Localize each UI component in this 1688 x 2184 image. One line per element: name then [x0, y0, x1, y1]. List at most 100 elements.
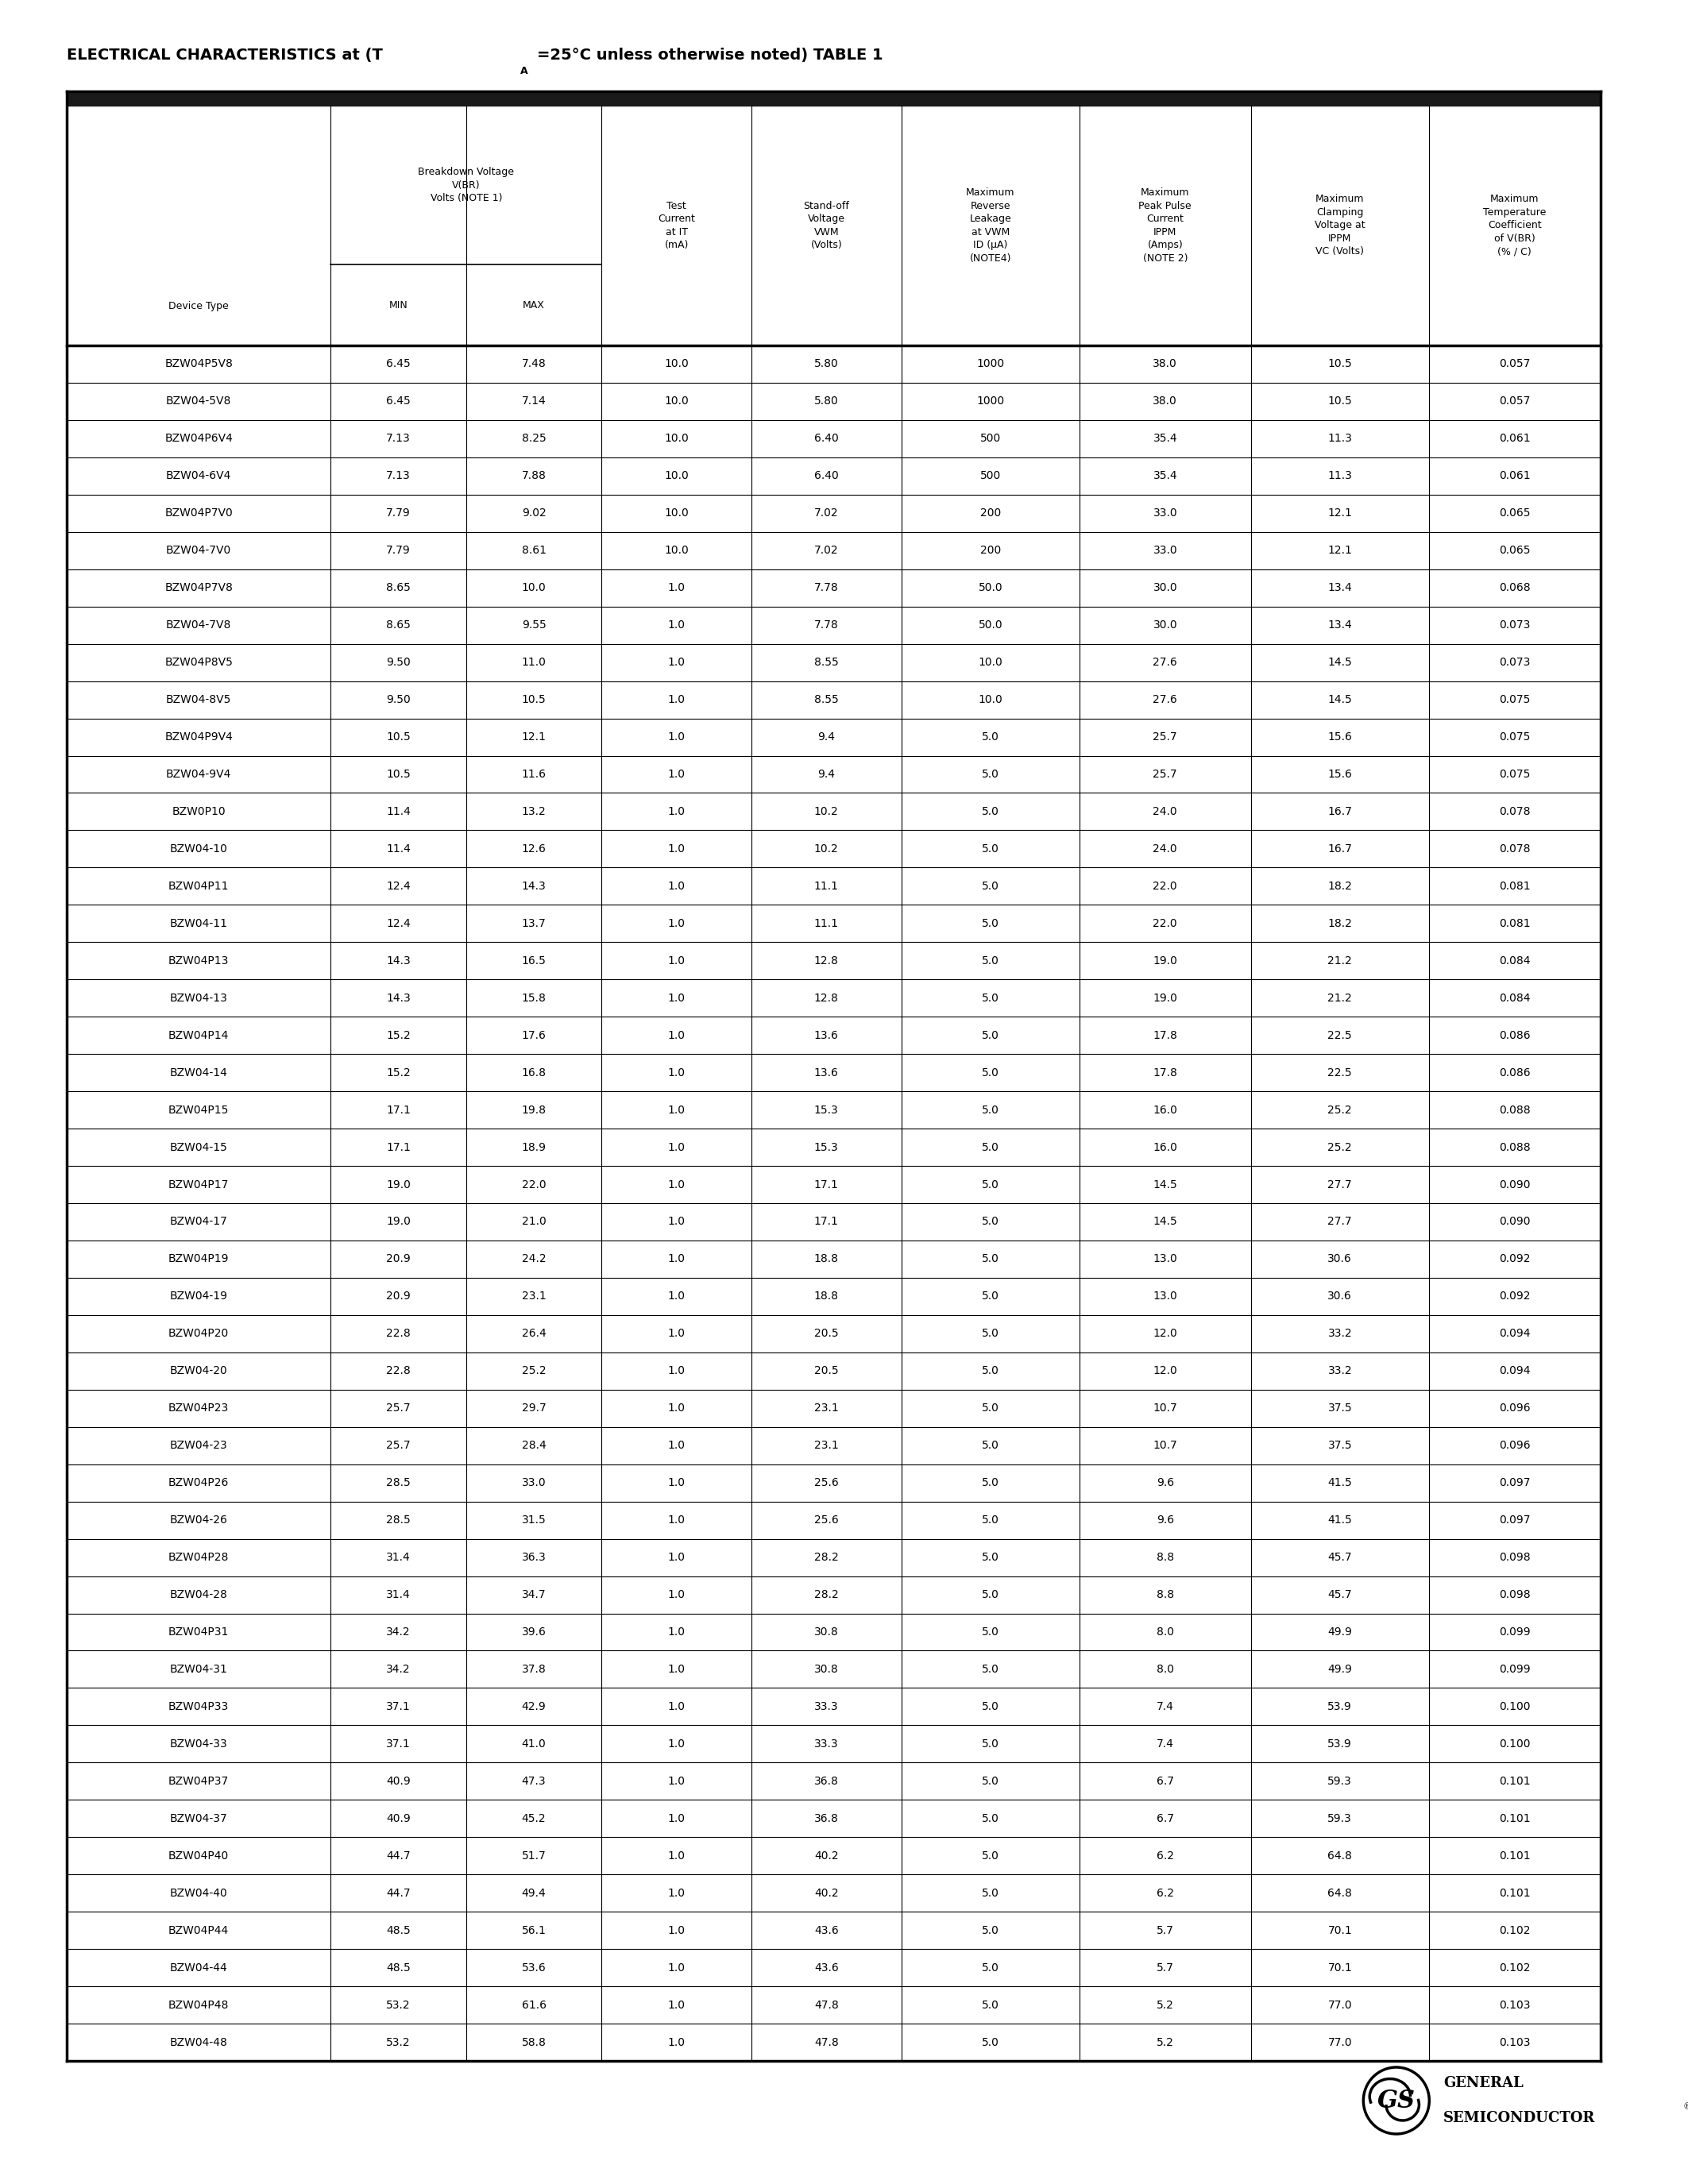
Text: 10.0: 10.0	[665, 358, 689, 369]
Text: BZW04-48: BZW04-48	[170, 2038, 228, 2049]
Text: 0.097: 0.097	[1499, 1516, 1531, 1527]
Text: 1.0: 1.0	[668, 1105, 685, 1116]
Text: 27.6: 27.6	[1153, 657, 1177, 668]
Text: BZW04P40: BZW04P40	[169, 1850, 230, 1861]
Text: 11.3: 11.3	[1328, 432, 1352, 443]
Text: Maximum
Temperature
Coefficient
of V(BR)
(% / C): Maximum Temperature Coefficient of V(BR)…	[1484, 194, 1546, 258]
Text: 0.101: 0.101	[1499, 1850, 1531, 1861]
Text: 64.8: 64.8	[1328, 1887, 1352, 1898]
Text: 9.4: 9.4	[817, 769, 836, 780]
Text: 10.0: 10.0	[522, 583, 547, 594]
Text: 6.45: 6.45	[387, 395, 410, 406]
Text: 5.80: 5.80	[814, 395, 839, 406]
Text: 30.6: 30.6	[1328, 1254, 1352, 1265]
Text: 20.5: 20.5	[814, 1365, 839, 1376]
Text: 7.78: 7.78	[814, 583, 839, 594]
Text: 40.2: 40.2	[814, 1887, 839, 1898]
Text: 1.0: 1.0	[668, 1291, 685, 1302]
Text: 5.0: 5.0	[982, 843, 999, 854]
Text: A: A	[520, 66, 528, 76]
Text: BZW04-28: BZW04-28	[170, 1590, 228, 1601]
Text: 0.103: 0.103	[1499, 1998, 1531, 2011]
Text: 0.099: 0.099	[1499, 1627, 1531, 1638]
Text: 5.0: 5.0	[982, 732, 999, 743]
Text: 0.090: 0.090	[1499, 1216, 1531, 1227]
Text: 23.1: 23.1	[522, 1291, 547, 1302]
Text: 0.081: 0.081	[1499, 917, 1531, 928]
Text: BZW04-7V8: BZW04-7V8	[165, 620, 231, 631]
Text: BZW04P7V8: BZW04P7V8	[164, 583, 233, 594]
Text: 31.4: 31.4	[387, 1590, 410, 1601]
Text: 50.0: 50.0	[979, 583, 1003, 594]
Text: 500: 500	[981, 470, 1001, 480]
Text: 5.80: 5.80	[814, 358, 839, 369]
Text: BZW04P7V0: BZW04P7V0	[165, 507, 233, 520]
Text: 6.2: 6.2	[1156, 1887, 1173, 1898]
Text: 37.5: 37.5	[1328, 1439, 1352, 1450]
Text: 6.45: 6.45	[387, 358, 410, 369]
Text: 5.0: 5.0	[982, 1216, 999, 1227]
Text: 16.0: 16.0	[1153, 1105, 1178, 1116]
Text: 15.8: 15.8	[522, 992, 547, 1005]
Text: 25.6: 25.6	[814, 1476, 839, 1489]
Text: 200: 200	[981, 507, 1001, 520]
Text: 5.2: 5.2	[1156, 1998, 1173, 2011]
Text: Maximum
Peak Pulse
Current
IPPM
(Amps)
(NOTE 2): Maximum Peak Pulse Current IPPM (Amps) (…	[1139, 188, 1192, 264]
Text: 30.8: 30.8	[814, 1627, 839, 1638]
Text: 1.0: 1.0	[668, 1813, 685, 1824]
Text: 28.4: 28.4	[522, 1439, 547, 1450]
Text: 8.25: 8.25	[522, 432, 547, 443]
Text: 6.2: 6.2	[1156, 1850, 1173, 1861]
Text: 5.0: 5.0	[982, 880, 999, 891]
Text: 5.0: 5.0	[982, 1402, 999, 1413]
Text: BZW04P20: BZW04P20	[169, 1328, 230, 1339]
Text: 41.5: 41.5	[1328, 1476, 1352, 1489]
Text: 53.9: 53.9	[1328, 1738, 1352, 1749]
Text: BZW04-6V4: BZW04-6V4	[165, 470, 231, 480]
Text: 1.0: 1.0	[668, 1402, 685, 1413]
Text: 1.0: 1.0	[668, 1476, 685, 1489]
Text: BZW04P33: BZW04P33	[169, 1701, 230, 1712]
Text: 28.2: 28.2	[814, 1553, 839, 1564]
Text: 1.0: 1.0	[668, 1887, 685, 1898]
Text: 10.0: 10.0	[665, 507, 689, 520]
Text: 7.4: 7.4	[1156, 1738, 1173, 1749]
Text: BZW04-33: BZW04-33	[170, 1738, 228, 1749]
Text: 5.0: 5.0	[982, 1254, 999, 1265]
Text: 36.8: 36.8	[814, 1813, 839, 1824]
Text: 17.1: 17.1	[814, 1179, 839, 1190]
Text: 43.6: 43.6	[814, 1961, 839, 1972]
Text: 6.7: 6.7	[1156, 1813, 1173, 1824]
Text: BZW04-11: BZW04-11	[170, 917, 228, 928]
Text: BZW04P9V4: BZW04P9V4	[164, 732, 233, 743]
Text: 1.0: 1.0	[668, 954, 685, 965]
Text: 28.2: 28.2	[814, 1590, 839, 1601]
Text: 1.0: 1.0	[668, 769, 685, 780]
Text: BZW04-19: BZW04-19	[170, 1291, 228, 1302]
Text: 13.7: 13.7	[522, 917, 547, 928]
Text: 15.3: 15.3	[814, 1142, 839, 1153]
Text: 13.4: 13.4	[1328, 583, 1352, 594]
Text: 25.2: 25.2	[1328, 1105, 1352, 1116]
Text: 1.0: 1.0	[668, 917, 685, 928]
Text: 0.094: 0.094	[1499, 1365, 1531, 1376]
Text: 53.2: 53.2	[387, 1998, 410, 2011]
Text: 20.9: 20.9	[387, 1291, 410, 1302]
Text: 10.5: 10.5	[1328, 395, 1352, 406]
Text: Breakdown Voltage
V(BR)
Volts (NOTE 1): Breakdown Voltage V(BR) Volts (NOTE 1)	[419, 166, 515, 203]
Text: 27.7: 27.7	[1328, 1179, 1352, 1190]
Text: BZW04P5V8: BZW04P5V8	[164, 358, 233, 369]
Text: 14.5: 14.5	[1328, 695, 1352, 705]
Text: 10.2: 10.2	[814, 806, 839, 817]
Text: BZW04-23: BZW04-23	[170, 1439, 228, 1450]
Text: 37.5: 37.5	[1328, 1402, 1352, 1413]
Text: 5.0: 5.0	[982, 1998, 999, 2011]
Text: 45.2: 45.2	[522, 1813, 545, 1824]
Text: 1.0: 1.0	[668, 1924, 685, 1935]
Text: 22.5: 22.5	[1328, 1031, 1352, 1042]
Text: 1.0: 1.0	[668, 695, 685, 705]
Text: SEMICONDUCTOR: SEMICONDUCTOR	[1443, 2112, 1595, 2125]
Text: BZW04-26: BZW04-26	[170, 1516, 228, 1527]
Text: 0.057: 0.057	[1499, 358, 1531, 369]
Text: BZW04P6V4: BZW04P6V4	[164, 432, 233, 443]
